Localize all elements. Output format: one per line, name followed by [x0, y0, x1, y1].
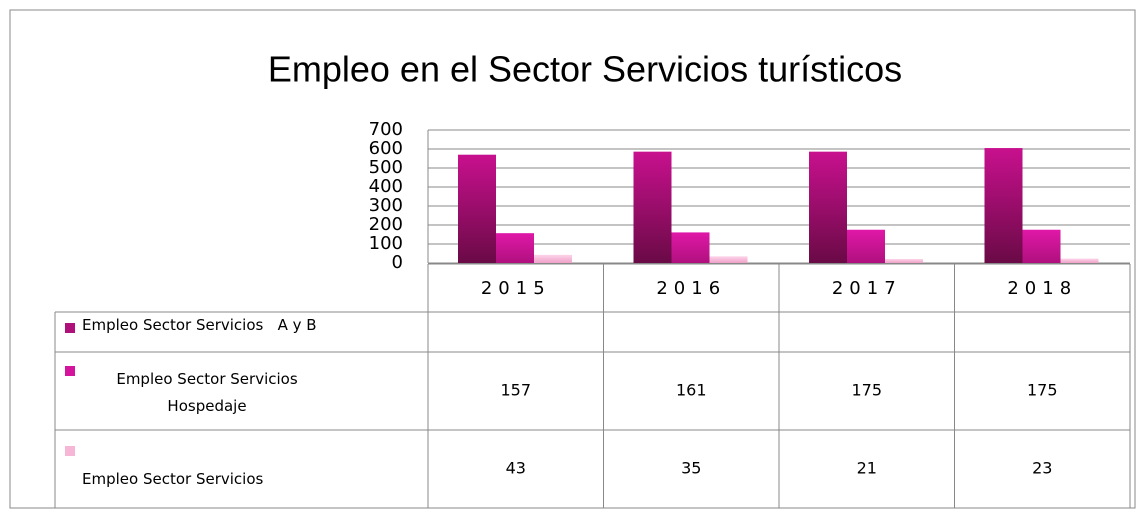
table-value: 605 [1027, 350, 1058, 369]
bar [633, 151, 672, 263]
y-tick-label: 0 [392, 252, 403, 273]
bar [885, 259, 923, 263]
bar [534, 254, 572, 263]
bar [671, 232, 710, 263]
table-value: 35 [681, 459, 701, 478]
legend-label: Empleo Sector Servicios [82, 470, 264, 488]
legend-label-box: Empleo Sector Servicios Hospedaje [116, 370, 298, 415]
y-tick-label: 100 [369, 233, 403, 254]
table-value: 586 [676, 350, 707, 369]
y-tick-label: 700 [369, 119, 403, 140]
table-value: 21 [857, 459, 877, 478]
legend-key [65, 366, 75, 376]
legend-label: Empleo Sector Servicios A y B [82, 316, 317, 334]
bar [496, 233, 534, 263]
x-tick-label: 2018 [1007, 278, 1077, 299]
bar [709, 256, 748, 263]
table-value: 175 [851, 381, 882, 400]
bar [1060, 258, 1099, 263]
legend-key [65, 323, 75, 333]
x-tick-label: 2017 [832, 278, 902, 299]
table-value: 175 [1027, 381, 1058, 400]
table-value: 570 [500, 350, 531, 369]
bar [1022, 229, 1061, 263]
x-tick-label: 2016 [656, 278, 726, 299]
chart-border [9, 9, 1136, 509]
y-tick-label: 400 [369, 176, 403, 197]
bar [984, 148, 1023, 263]
legend-label: Empleo Sector Servicios Hospedaje [116, 370, 298, 415]
legend-key [65, 446, 75, 456]
table-value: 161 [676, 381, 707, 400]
y-tick-label: 300 [369, 195, 403, 216]
table-value: 586 [851, 350, 882, 369]
chart-title: Empleo en el Sector Servicios turísticos [268, 49, 902, 90]
table-value: 23 [1032, 459, 1052, 478]
bar [458, 154, 496, 263]
y-tick-label: 500 [369, 157, 403, 178]
legend-label-box: Empleo Sector Servicios A y B [82, 316, 317, 334]
y-tick-label: 200 [369, 214, 403, 235]
legend-label-box: Empleo Sector Servicios [82, 470, 264, 488]
y-tick-label: 600 [369, 138, 403, 159]
x-tick-label: 2015 [481, 278, 551, 299]
bar [809, 151, 847, 263]
clipped-row: 570 586 586 605 [500, 350, 1058, 369]
table-value: 157 [500, 381, 531, 400]
table-value: 43 [506, 459, 526, 478]
bar [847, 229, 885, 263]
